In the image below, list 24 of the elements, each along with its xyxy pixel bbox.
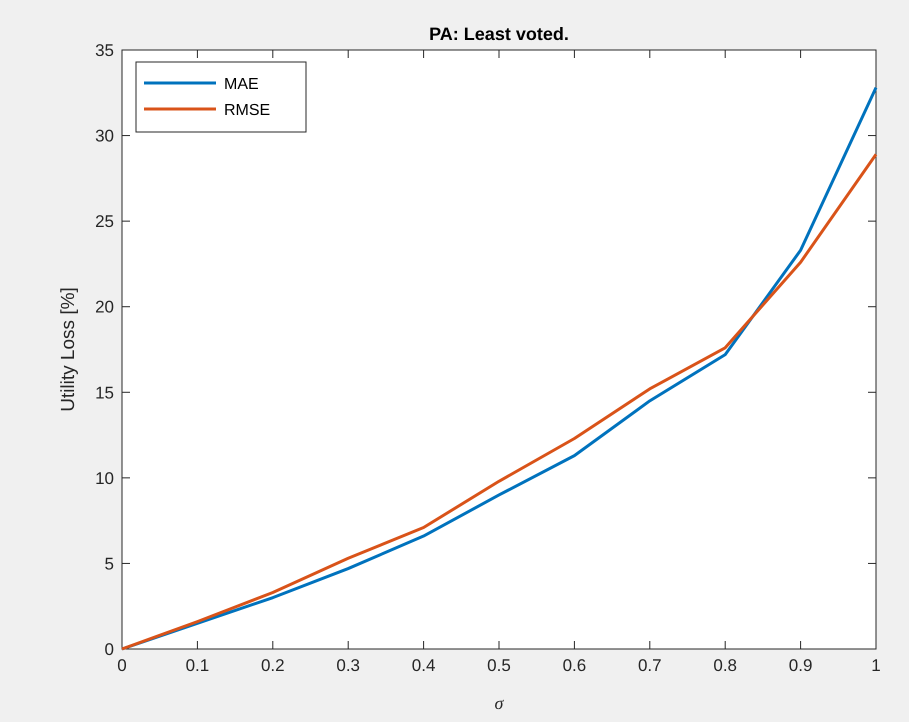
y-tick-label: 20 (95, 298, 114, 317)
y-tick-label: 5 (104, 554, 114, 574)
x-tick-label: 1 (871, 656, 881, 675)
y-tick-label: 35 (95, 41, 114, 60)
x-tick-label: 0.3 (336, 656, 360, 675)
x-tick-label: 0.2 (260, 656, 285, 675)
legend-label: RMSE (224, 102, 270, 119)
x-tick-label: 0.6 (562, 656, 586, 675)
x-tick-label: 0.4 (412, 656, 436, 675)
chart-title: PA: Least voted. (429, 24, 569, 44)
x-tick-label: 0.1 (186, 656, 210, 675)
y-tick-label: 15 (95, 383, 114, 402)
x-tick-label: 0.7 (638, 656, 662, 675)
x-tick-label: 0.9 (788, 656, 812, 675)
y-tick-label: 25 (95, 212, 114, 232)
x-tick-label: 0 (117, 656, 127, 675)
y-axis-title: Utility Loss [%] (58, 287, 79, 412)
y-tick-label: 0 (104, 640, 114, 659)
x-tick-label: 0.5 (487, 656, 511, 675)
y-tick-label: 30 (95, 126, 114, 146)
legend-label: MAE (224, 76, 259, 93)
x-axis-title: σ (494, 693, 505, 713)
y-tick-label: 10 (95, 468, 114, 488)
x-tick-label: 0.8 (713, 656, 738, 675)
